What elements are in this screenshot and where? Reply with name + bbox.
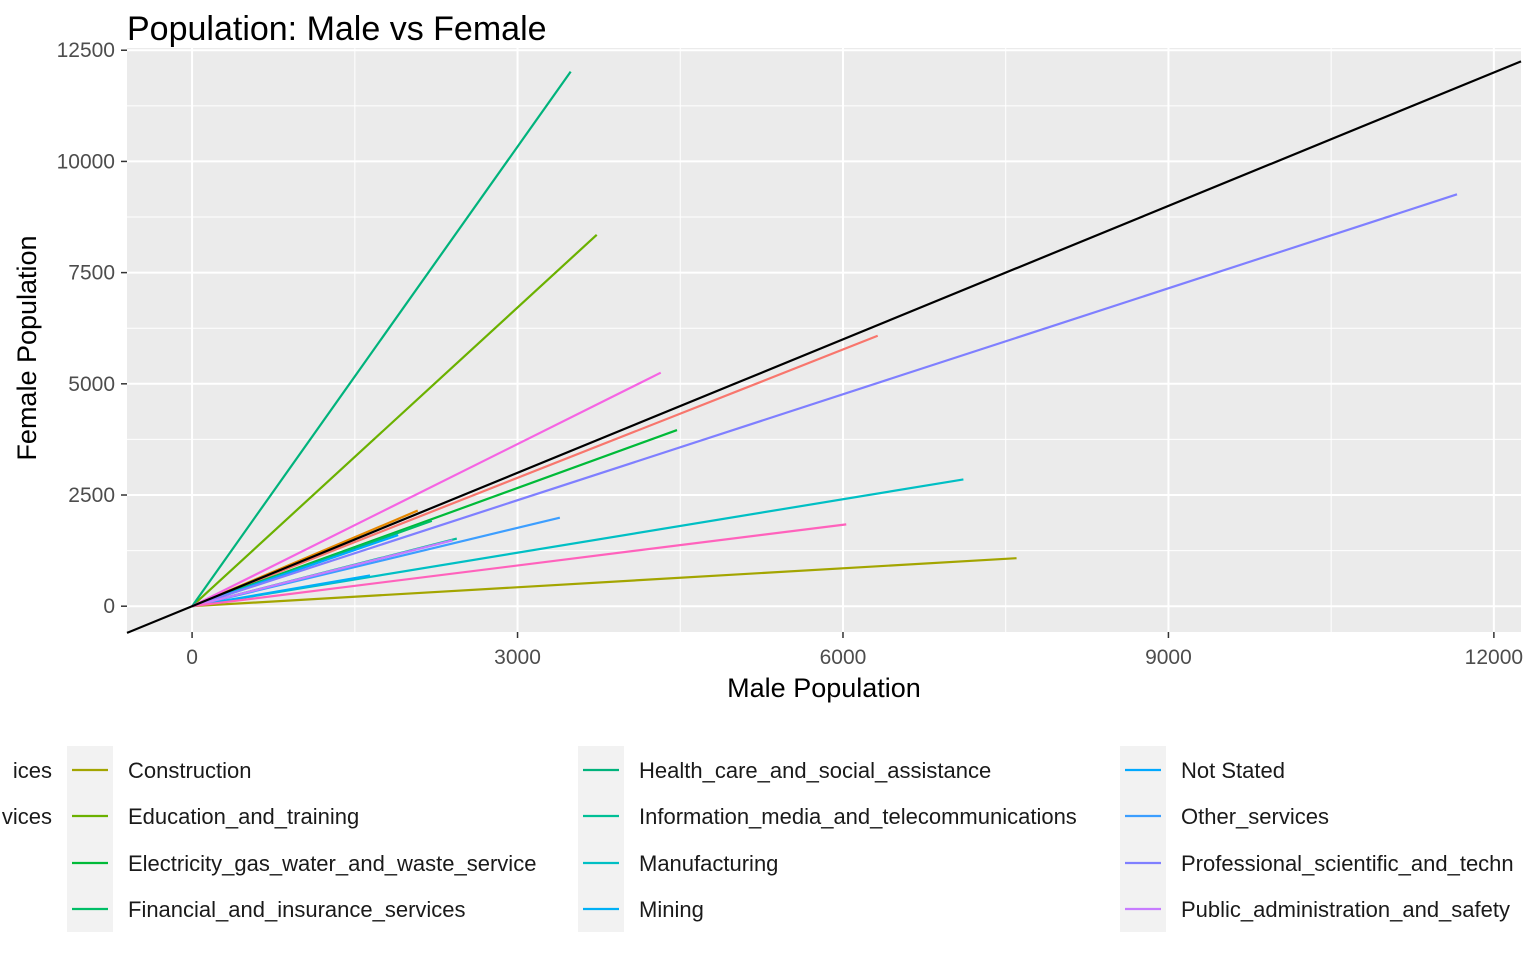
x-tick-label: 9000	[1145, 646, 1192, 669]
legend-label: Manufacturing	[639, 851, 778, 876]
series-line-13	[191, 539, 453, 608]
series-line-2	[192, 557, 1017, 608]
series-line-0	[191, 334, 879, 608]
x-axis-title: Male Population	[727, 673, 921, 703]
series-line-15	[191, 523, 847, 608]
legend-label-clipped: vices	[2, 804, 52, 829]
legend-label: Professional_scientific_and_techn	[1181, 851, 1514, 876]
y-tick-label: 7500	[68, 262, 115, 285]
y-axis-title: Female Population	[12, 235, 42, 460]
y-tick-label: 10000	[57, 150, 115, 173]
x-tick-label: 3000	[494, 646, 541, 669]
y-tick-label: 5000	[68, 373, 115, 396]
legend-key-column	[578, 746, 624, 932]
reference-line	[126, 60, 1522, 634]
grid-major	[127, 48, 1521, 632]
series-layer	[191, 70, 1458, 608]
x-tick-label: 6000	[820, 646, 867, 669]
x-axis: 0 3000 6000 9000 12000	[186, 632, 1523, 669]
y-axis: 0 2500 5000 7500 10000 12500	[57, 39, 127, 618]
y-tick-label: 0	[103, 595, 115, 618]
legend-label: Health_care_and_social_assistance	[639, 758, 991, 783]
x-tick-label: 12000	[1465, 646, 1523, 669]
legend-key-column	[1120, 746, 1166, 932]
legend-label: Construction	[128, 758, 252, 783]
legend-label: Not Stated	[1181, 758, 1285, 783]
legend-label: Other_services	[1181, 804, 1329, 829]
legend-label: Electricity_gas_water_and_waste_service	[128, 851, 536, 876]
y-tick-label: 2500	[68, 484, 115, 507]
legend-label: Mining	[639, 897, 704, 922]
legend-label-clipped: ices	[13, 758, 52, 783]
legend-label: Education_and_training	[128, 804, 359, 829]
legend-label: Public_administration_and_safety	[1181, 897, 1510, 922]
series-line-14	[191, 371, 662, 608]
y-tick-label: 12500	[57, 39, 115, 62]
series-line-3	[191, 233, 598, 608]
legend-label: Financial_and_insurance_services	[128, 897, 466, 922]
reference-layer	[126, 60, 1522, 634]
chart-title: Population: Male vs Female	[127, 10, 547, 48]
legend-key-column	[67, 746, 113, 932]
series-line-12	[191, 193, 1458, 608]
grid-minor	[127, 48, 1521, 632]
legend-label: Information_media_and_telecommunications	[639, 804, 1077, 829]
legend: ices vices Construction Education_and_train…	[2, 746, 1514, 932]
series-line-9	[191, 574, 371, 608]
x-tick-label: 0	[186, 646, 198, 669]
series-line-6	[191, 70, 572, 607]
